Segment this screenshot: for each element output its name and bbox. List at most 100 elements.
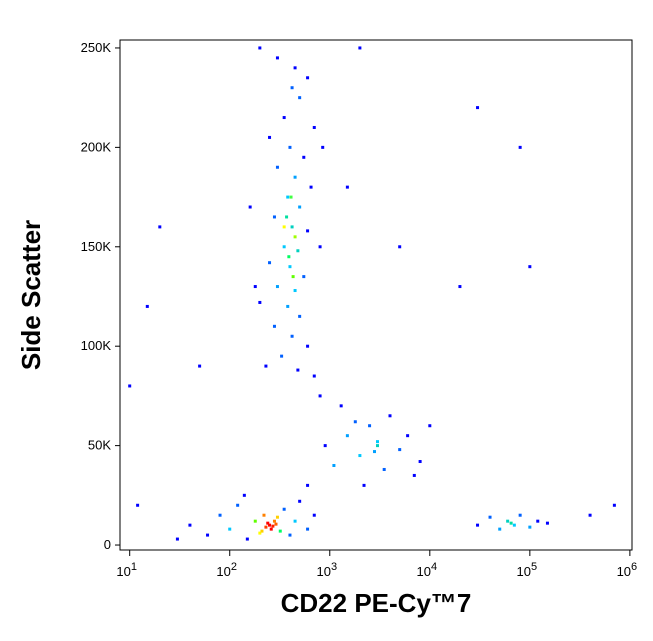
point bbox=[298, 499, 302, 503]
point bbox=[275, 285, 279, 289]
point bbox=[290, 86, 294, 90]
point bbox=[291, 275, 295, 279]
point bbox=[272, 324, 276, 328]
point bbox=[287, 255, 291, 259]
point bbox=[248, 205, 252, 209]
point bbox=[528, 265, 532, 269]
x-tick-label: 106 bbox=[617, 561, 638, 579]
y-tick-label: 100K bbox=[81, 338, 112, 353]
point bbox=[312, 374, 316, 378]
point bbox=[282, 225, 286, 229]
point bbox=[302, 155, 306, 159]
point bbox=[266, 521, 270, 525]
point bbox=[258, 300, 262, 304]
point bbox=[488, 515, 492, 519]
point bbox=[412, 473, 416, 477]
x-tick-base: 10 bbox=[617, 564, 631, 579]
x-tick-exponent: 2 bbox=[231, 561, 237, 573]
point bbox=[536, 519, 540, 523]
point bbox=[264, 525, 268, 529]
point bbox=[289, 195, 293, 199]
x-tick-exponent: 1 bbox=[131, 561, 137, 573]
x-tick-base: 10 bbox=[316, 564, 330, 579]
point bbox=[312, 125, 316, 129]
point bbox=[518, 145, 522, 149]
point bbox=[293, 175, 297, 179]
x-tick-base: 10 bbox=[517, 564, 531, 579]
point bbox=[588, 513, 592, 517]
point bbox=[293, 289, 297, 293]
point bbox=[286, 195, 290, 199]
point bbox=[612, 503, 616, 507]
point bbox=[198, 364, 202, 368]
point bbox=[312, 513, 316, 517]
point bbox=[418, 460, 422, 464]
point bbox=[298, 314, 302, 318]
point bbox=[158, 225, 162, 229]
point bbox=[280, 354, 284, 358]
point bbox=[345, 185, 349, 189]
point bbox=[245, 537, 249, 541]
point bbox=[353, 420, 357, 424]
point bbox=[476, 106, 480, 110]
point bbox=[175, 537, 179, 541]
point bbox=[275, 56, 279, 60]
point bbox=[506, 519, 510, 523]
x-tick-label: 101 bbox=[116, 561, 137, 579]
y-axis-title: Side Scatter bbox=[16, 220, 46, 370]
point bbox=[306, 527, 310, 531]
point bbox=[288, 265, 292, 269]
point bbox=[258, 531, 262, 535]
point bbox=[236, 503, 240, 507]
x-axis-title: CD22 PE-Cy™7 bbox=[281, 588, 472, 618]
point bbox=[268, 261, 272, 265]
point bbox=[253, 519, 257, 523]
point bbox=[285, 215, 289, 219]
point bbox=[282, 245, 286, 249]
x-tick-label: 103 bbox=[316, 561, 337, 579]
point bbox=[288, 145, 292, 149]
point bbox=[293, 66, 297, 70]
point bbox=[298, 96, 302, 100]
point bbox=[373, 450, 377, 454]
point bbox=[518, 513, 522, 517]
point bbox=[358, 46, 362, 50]
point bbox=[362, 483, 366, 487]
point bbox=[269, 527, 273, 531]
point bbox=[306, 483, 310, 487]
point bbox=[293, 519, 297, 523]
point bbox=[253, 285, 257, 289]
point bbox=[288, 533, 292, 537]
point bbox=[306, 229, 310, 233]
point bbox=[268, 523, 272, 527]
point bbox=[293, 235, 297, 239]
point bbox=[275, 165, 279, 169]
x-tick-base: 10 bbox=[116, 564, 130, 579]
point bbox=[498, 527, 502, 531]
point bbox=[509, 521, 513, 525]
plot-frame bbox=[119, 39, 633, 551]
point bbox=[262, 513, 266, 517]
point bbox=[528, 525, 532, 529]
point bbox=[306, 76, 310, 80]
x-tick-exponent: 3 bbox=[331, 561, 337, 573]
point bbox=[286, 304, 290, 308]
point bbox=[382, 467, 386, 471]
point bbox=[271, 524, 275, 528]
point bbox=[282, 507, 286, 511]
point bbox=[218, 513, 222, 517]
y-tick-label: 0 bbox=[104, 537, 111, 552]
x-tick-exponent: 6 bbox=[631, 561, 637, 573]
point bbox=[228, 527, 232, 531]
point bbox=[323, 444, 327, 448]
point bbox=[345, 434, 349, 438]
point bbox=[318, 394, 322, 398]
y-tick-label: 150K bbox=[81, 239, 112, 254]
point bbox=[128, 384, 132, 388]
point bbox=[428, 424, 432, 428]
point bbox=[274, 522, 278, 526]
point bbox=[358, 454, 362, 458]
point bbox=[272, 215, 276, 219]
